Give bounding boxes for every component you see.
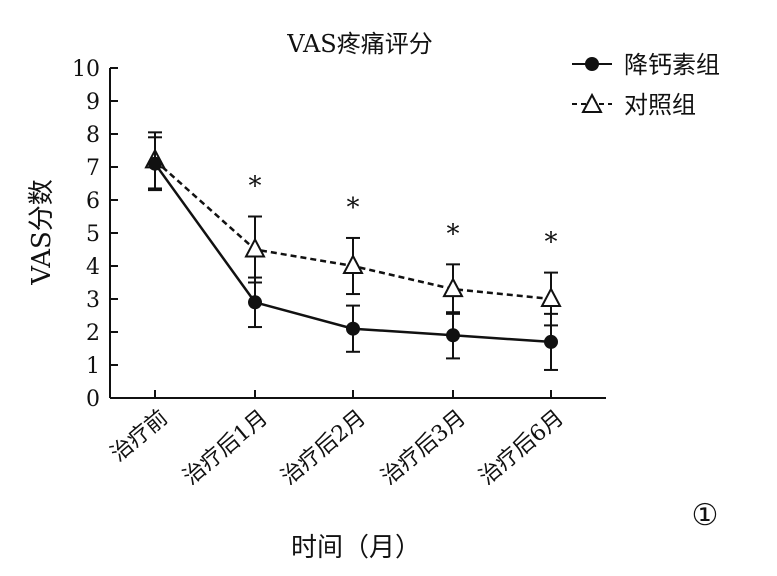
legend: 降钙素组 对照组 xyxy=(572,51,720,119)
x-tick-label: 治疗后3月 xyxy=(377,405,471,490)
legend-label-control: 对照组 xyxy=(624,91,696,119)
legend-label-calcitonin: 降钙素组 xyxy=(624,51,720,79)
significance-mark: * xyxy=(347,193,360,223)
y-tick-label: 3 xyxy=(86,288,100,313)
significance-mark: * xyxy=(447,219,460,249)
y-axis-label: VAS分数 xyxy=(27,179,57,286)
y-tick-label: 6 xyxy=(86,189,100,214)
panel-label: ① xyxy=(692,498,719,533)
y-axis: 0 1 2 3 4 5 6 7 8 9 10 xyxy=(72,57,118,412)
data-point xyxy=(346,321,360,336)
y-tick-label: 0 xyxy=(86,387,100,412)
series-layer: * * * * xyxy=(144,131,562,371)
x-axis-label: 时间（月） xyxy=(291,533,421,563)
series-calcitonin xyxy=(148,136,558,371)
x-tick-label: 治疗后1月 xyxy=(179,405,273,490)
significance-mark: * xyxy=(249,172,262,202)
legend-marker-control xyxy=(581,92,603,113)
y-tick-label: 5 xyxy=(86,222,100,247)
data-point xyxy=(244,237,266,258)
data-point xyxy=(442,276,464,298)
data-point xyxy=(342,253,364,274)
y-tick-label: 2 xyxy=(86,321,100,346)
data-point xyxy=(544,334,558,349)
data-point xyxy=(540,286,562,307)
x-tick-label: 治疗后6月 xyxy=(475,405,569,490)
y-tick-label: 1 xyxy=(86,354,100,379)
significance-mark: * xyxy=(545,228,558,258)
x-tick-label: 治疗后2月 xyxy=(277,405,371,490)
y-tick-label: 10 xyxy=(72,57,100,82)
y-tick-label: 4 xyxy=(86,255,100,280)
chart-title: VAS疼痛评分 xyxy=(286,30,432,58)
data-point xyxy=(446,328,460,343)
series-control xyxy=(144,131,562,327)
legend-marker-calcitonin xyxy=(585,57,599,71)
data-point xyxy=(248,295,262,310)
y-tick-label: 9 xyxy=(86,90,100,115)
data-point xyxy=(148,156,162,171)
y-tick-label: 7 xyxy=(86,156,100,181)
y-tick-label: 8 xyxy=(86,123,100,148)
x-axis: 治疗前 治疗后1月 治疗后2月 治疗后3月 治疗后6月 xyxy=(106,390,606,490)
x-tick-label: 治疗前 xyxy=(106,405,173,467)
